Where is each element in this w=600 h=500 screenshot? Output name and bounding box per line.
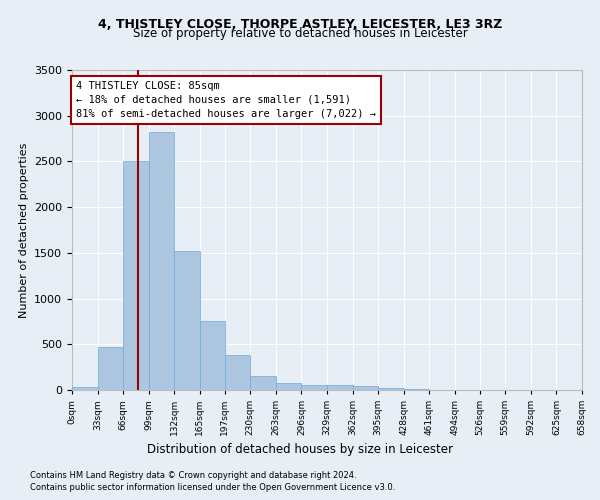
- Bar: [175, 251, 200, 390]
- Text: 4 THISTLEY CLOSE: 85sqm
← 18% of detached houses are smaller (1,591)
81% of semi: 4 THISTLEY CLOSE: 85sqm ← 18% of detache…: [76, 81, 376, 119]
- Bar: [149, 132, 175, 390]
- Text: Size of property relative to detached houses in Leicester: Size of property relative to detached ho…: [133, 28, 467, 40]
- Bar: [301, 385, 327, 390]
- Bar: [353, 386, 378, 390]
- Bar: [98, 346, 123, 390]
- Bar: [123, 160, 149, 390]
- Bar: [276, 384, 301, 390]
- Bar: [250, 376, 276, 390]
- Bar: [72, 388, 98, 390]
- Bar: [200, 322, 224, 390]
- Bar: [378, 388, 404, 390]
- Text: Contains HM Land Registry data © Crown copyright and database right 2024.: Contains HM Land Registry data © Crown c…: [30, 471, 356, 480]
- Text: Contains public sector information licensed under the Open Government Licence v3: Contains public sector information licen…: [30, 484, 395, 492]
- Bar: [404, 389, 430, 390]
- Text: Distribution of detached houses by size in Leicester: Distribution of detached houses by size …: [147, 442, 453, 456]
- Y-axis label: Number of detached properties: Number of detached properties: [19, 142, 29, 318]
- Bar: [224, 355, 250, 390]
- Bar: [327, 385, 353, 390]
- Text: 4, THISTLEY CLOSE, THORPE ASTLEY, LEICESTER, LE3 3RZ: 4, THISTLEY CLOSE, THORPE ASTLEY, LEICES…: [98, 18, 502, 30]
